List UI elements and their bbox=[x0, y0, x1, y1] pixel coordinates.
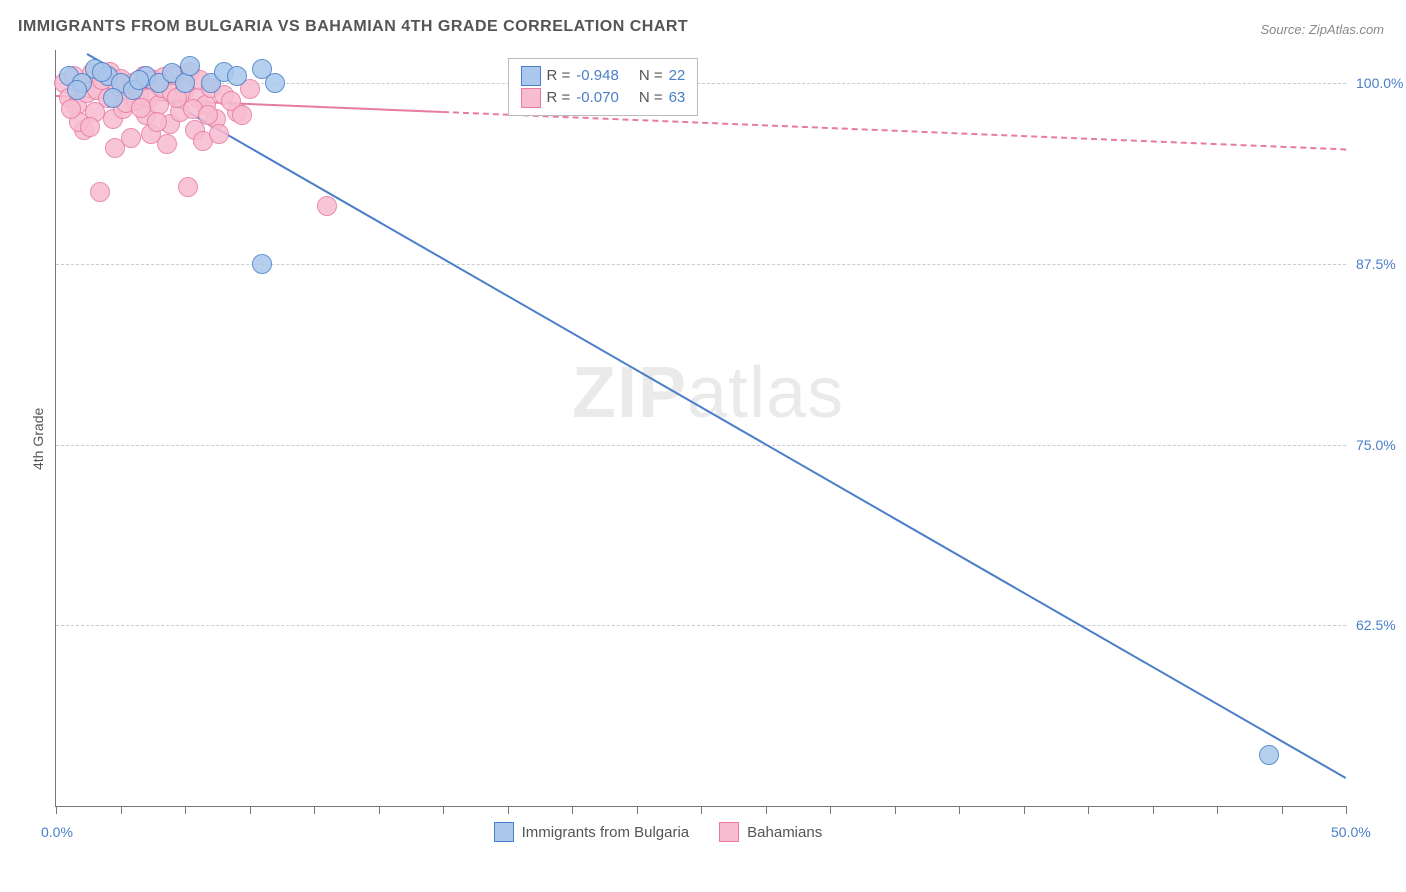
x-tick bbox=[185, 806, 186, 814]
gridline bbox=[56, 625, 1346, 626]
x-tick bbox=[1282, 806, 1283, 814]
data-point bbox=[131, 98, 151, 118]
legend-swatch bbox=[521, 88, 541, 108]
data-point bbox=[198, 105, 218, 125]
data-point bbox=[61, 99, 81, 119]
data-point bbox=[178, 177, 198, 197]
x-tick bbox=[121, 806, 122, 814]
x-tick bbox=[1217, 806, 1218, 814]
x-tick bbox=[1088, 806, 1089, 814]
stats-legend: R = -0.948N = 22R = -0.070N = 63 bbox=[508, 58, 699, 116]
x-tick bbox=[572, 806, 573, 814]
y-tick-label: 87.5% bbox=[1356, 256, 1396, 272]
x-tick bbox=[959, 806, 960, 814]
x-tick bbox=[250, 806, 251, 814]
data-point bbox=[147, 112, 167, 132]
x-tick bbox=[1024, 806, 1025, 814]
y-tick-label: 100.0% bbox=[1356, 75, 1403, 91]
data-point bbox=[232, 105, 252, 125]
gridline bbox=[56, 445, 1346, 446]
x-tick bbox=[701, 806, 702, 814]
legend-swatch bbox=[521, 66, 541, 86]
y-tick-label: 62.5% bbox=[1356, 617, 1396, 633]
x-tick bbox=[1153, 806, 1154, 814]
trend-line bbox=[86, 53, 1346, 779]
data-point bbox=[92, 62, 112, 82]
data-point bbox=[67, 80, 87, 100]
legend-swatch bbox=[719, 822, 739, 842]
data-point bbox=[227, 66, 247, 86]
x-tick bbox=[314, 806, 315, 814]
x-tick-label: 50.0% bbox=[1331, 824, 1371, 840]
data-point bbox=[180, 56, 200, 76]
x-tick bbox=[508, 806, 509, 814]
data-point bbox=[103, 88, 123, 108]
x-tick-label: 0.0% bbox=[41, 824, 73, 840]
x-tick bbox=[379, 806, 380, 814]
x-tick bbox=[56, 806, 57, 814]
chart-title: IMMIGRANTS FROM BULGARIA VS BAHAMIAN 4TH… bbox=[18, 18, 688, 36]
data-point bbox=[175, 73, 195, 93]
x-tick bbox=[766, 806, 767, 814]
data-point bbox=[1259, 745, 1279, 765]
data-point bbox=[157, 134, 177, 154]
legend-item: Immigrants from Bulgaria bbox=[494, 822, 690, 842]
legend-bottom: Immigrants from Bulgaria Bahamians bbox=[494, 822, 823, 842]
legend-swatch bbox=[494, 822, 514, 842]
x-tick bbox=[443, 806, 444, 814]
data-point bbox=[129, 70, 149, 90]
gridline bbox=[56, 264, 1346, 265]
y-tick-label: 75.0% bbox=[1356, 437, 1396, 453]
data-point bbox=[265, 73, 285, 93]
x-tick bbox=[1346, 806, 1347, 814]
x-tick bbox=[895, 806, 896, 814]
legend-label: Bahamians bbox=[747, 824, 822, 841]
data-point bbox=[317, 196, 337, 216]
data-point bbox=[105, 138, 125, 158]
x-tick bbox=[637, 806, 638, 814]
watermark: ZIPatlas bbox=[572, 352, 844, 434]
legend-item: Bahamians bbox=[719, 822, 822, 842]
trend-line bbox=[443, 111, 1346, 150]
data-point bbox=[209, 124, 229, 144]
y-axis-label: 4th Grade bbox=[30, 408, 46, 470]
source-label: Source: ZipAtlas.com bbox=[1260, 22, 1384, 37]
data-point bbox=[90, 182, 110, 202]
scatter-plot: ZIPatlas 62.5%75.0%87.5%100.0%0.0%50.0%R… bbox=[55, 50, 1346, 807]
data-point bbox=[252, 254, 272, 274]
data-point bbox=[80, 117, 100, 137]
legend-label: Immigrants from Bulgaria bbox=[522, 824, 690, 841]
stats-row: R = -0.070N = 63 bbox=[521, 87, 686, 109]
x-tick bbox=[830, 806, 831, 814]
stats-row: R = -0.948N = 22 bbox=[521, 65, 686, 87]
